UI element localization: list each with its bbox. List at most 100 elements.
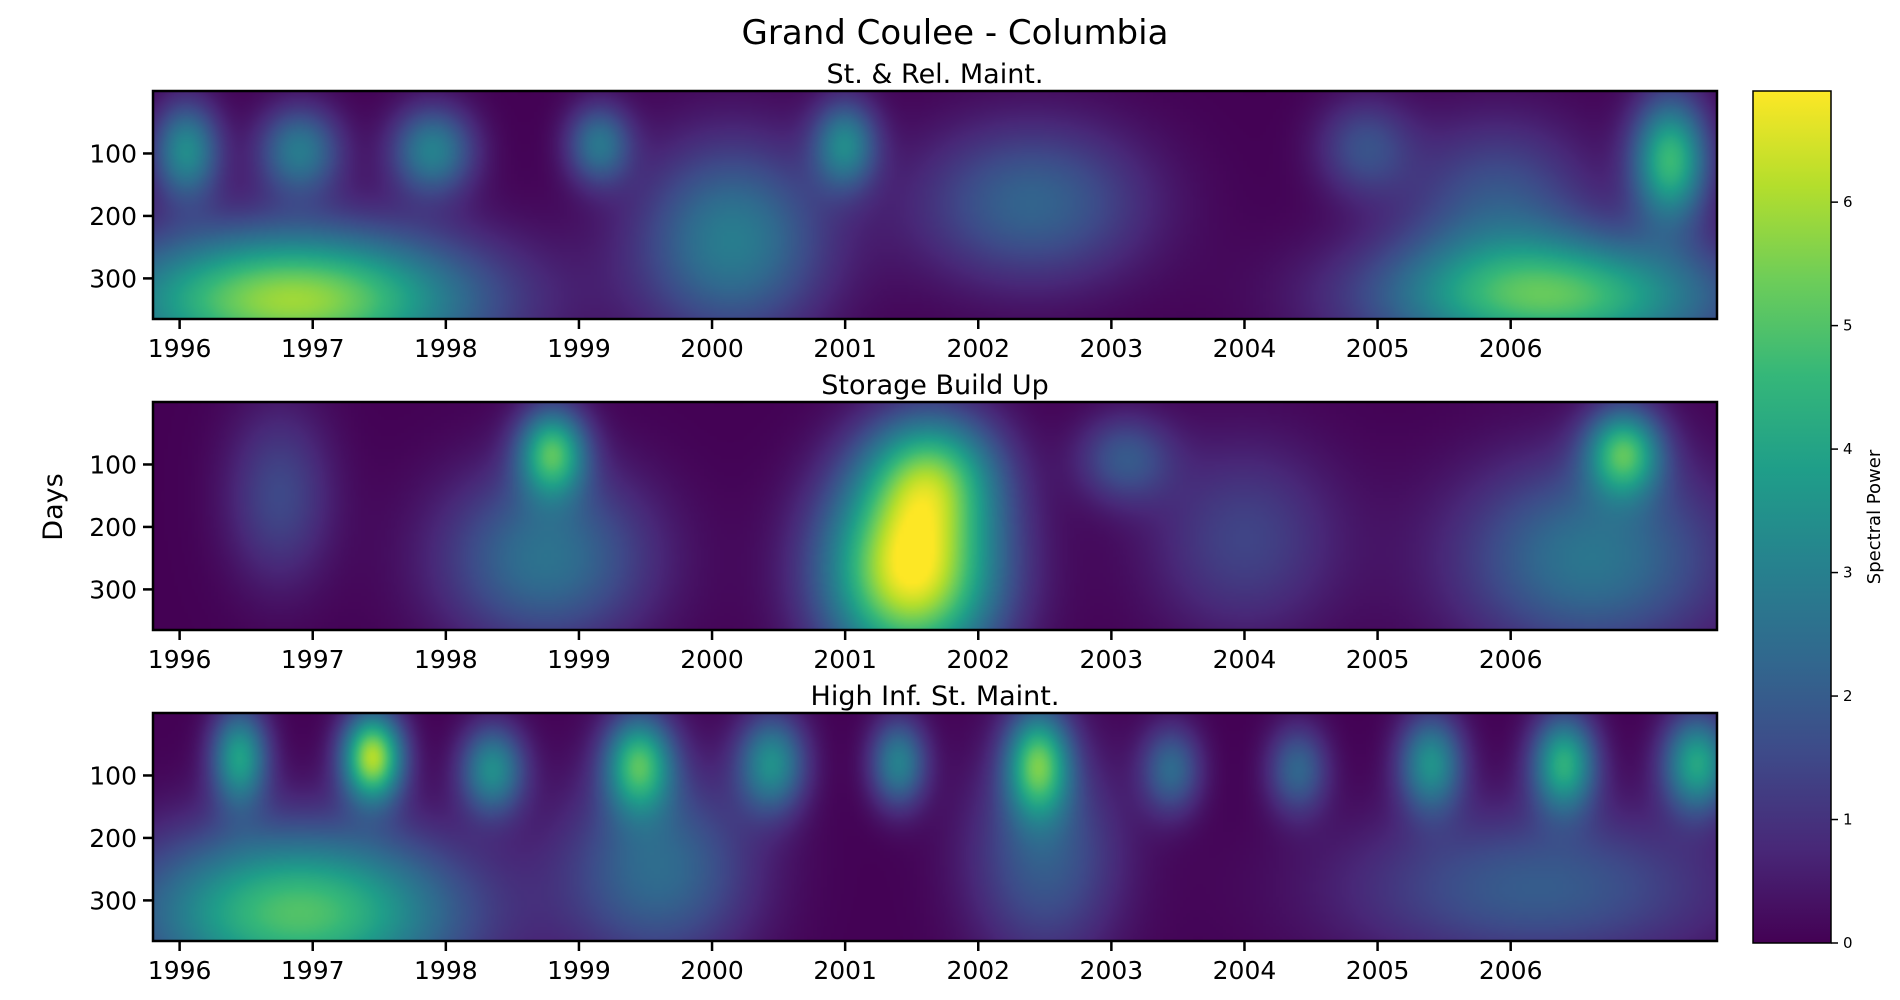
y-tick: 200 xyxy=(89,513,153,542)
x-tick-label: 2005 xyxy=(1346,334,1410,363)
x-tick-label: 1999 xyxy=(547,956,611,985)
y-tick: 200 xyxy=(89,202,153,231)
x-tick: 2005 xyxy=(1346,630,1410,674)
x-tick: 1999 xyxy=(547,941,611,985)
x-tick: 1999 xyxy=(547,630,611,674)
x-tick-label: 2001 xyxy=(813,334,877,363)
x-tick: 2005 xyxy=(1346,941,1410,985)
x-tick-label: 2006 xyxy=(1479,334,1543,363)
x-tick: 2005 xyxy=(1346,319,1410,363)
x-tick: 2002 xyxy=(946,630,1010,674)
colorbar-tick-label: 4 xyxy=(1843,440,1853,458)
colorbar-tick: 4 xyxy=(1831,440,1853,458)
x-tick: 1996 xyxy=(148,630,212,674)
x-tick-label: 1996 xyxy=(148,645,212,674)
x-tick-label: 1997 xyxy=(281,956,345,985)
y-tick: 100 xyxy=(89,450,153,479)
panels: St. & Rel. Maint. 1996 1997 1998 1999 2000 200… xyxy=(89,59,1719,985)
x-tick: 2000 xyxy=(680,319,744,363)
colorbar: 0 1 2 3 4 5 6 Spectral Power xyxy=(1752,90,1885,952)
y-tick-label: 100 xyxy=(89,761,137,790)
x-tick-label: 2006 xyxy=(1479,956,1543,985)
x-tick: 1996 xyxy=(148,319,212,363)
colorbar-frame xyxy=(1752,90,1832,944)
heatmap-image xyxy=(153,91,1717,319)
y-tick-label: 200 xyxy=(89,202,137,231)
colorbar-tick: 6 xyxy=(1831,193,1853,211)
x-tick-label: 2005 xyxy=(1346,645,1410,674)
colorbar-tick-label: 1 xyxy=(1843,811,1853,829)
y-tick-label: 100 xyxy=(89,139,137,168)
x-tick-label: 1997 xyxy=(281,645,345,674)
x-tick-label: 1997 xyxy=(281,334,345,363)
x-tick: 2000 xyxy=(680,630,744,674)
colorbar-tick: 1 xyxy=(1831,811,1853,829)
y-tick-label: 300 xyxy=(89,886,137,915)
y-tick-label: 300 xyxy=(89,575,137,604)
x-tick: 1996 xyxy=(148,941,212,985)
x-tick-label: 1998 xyxy=(414,956,478,985)
panel-3: High Inf. St. Maint. 1996 1997 1998 1999 2000… xyxy=(89,681,1719,985)
x-tick-label: 2004 xyxy=(1213,645,1277,674)
colorbar-gradient xyxy=(1753,91,1831,943)
x-tick-label: 1998 xyxy=(414,645,478,674)
x-tick: 1999 xyxy=(547,319,611,363)
y-tick: 100 xyxy=(89,761,153,790)
x-tick: 2004 xyxy=(1213,941,1277,985)
x-tick-label: 2002 xyxy=(946,645,1010,674)
x-tick-label: 2000 xyxy=(680,956,744,985)
x-tick: 2006 xyxy=(1479,630,1542,674)
x-tick: 1998 xyxy=(414,319,478,363)
x-tick: 2006 xyxy=(1479,941,1543,985)
y-tick: 100 xyxy=(89,139,153,168)
x-tick-label: 2004 xyxy=(1213,334,1277,363)
x-tick-label: 2003 xyxy=(1080,334,1144,363)
x-tick-label: 2003 xyxy=(1080,645,1144,674)
heatmap-image xyxy=(153,713,1717,941)
panel-1: St. & Rel. Maint. 1996 1997 1998 1999 2000 200… xyxy=(89,59,1719,363)
colorbar-tick: 5 xyxy=(1831,317,1853,335)
x-tick: 1998 xyxy=(414,630,478,674)
heatmap-image xyxy=(153,402,1717,630)
x-tick: 1997 xyxy=(281,319,345,363)
plot-frame xyxy=(151,89,1719,321)
x-tick-label: 1999 xyxy=(547,645,611,674)
x-tick-label: 1996 xyxy=(148,956,212,985)
x-tick-label: 2004 xyxy=(1213,956,1277,985)
colorbar-tick: 3 xyxy=(1831,564,1853,582)
x-tick-label: 2005 xyxy=(1346,956,1410,985)
panel-title: St. & Rel. Maint. xyxy=(827,59,1044,90)
colorbar-tick: 0 xyxy=(1831,934,1853,952)
x-tick: 2000 xyxy=(680,941,744,985)
x-tick-label: 2000 xyxy=(680,645,744,674)
x-tick: 2001 xyxy=(813,941,877,985)
y-tick-label: 100 xyxy=(89,450,137,479)
x-tick: 2002 xyxy=(946,941,1010,985)
colorbar-tick-label: 0 xyxy=(1843,934,1853,952)
x-tick: 1997 xyxy=(281,941,345,985)
x-tick: 2003 xyxy=(1080,941,1143,985)
y-tick-label: 200 xyxy=(89,513,137,542)
panel-title: Storage Build Up xyxy=(821,370,1048,401)
colorbar-tick-label: 3 xyxy=(1843,564,1853,582)
colorbar-label: Spectral Power xyxy=(1864,449,1885,584)
x-tick: 2002 xyxy=(946,319,1010,363)
y-tick-label: 300 xyxy=(89,264,137,293)
y-tick: 300 xyxy=(89,886,153,915)
x-tick: 2004 xyxy=(1213,630,1277,674)
x-tick-label: 1996 xyxy=(148,334,212,363)
y-tick: 300 xyxy=(89,264,153,293)
x-tick-label: 2000 xyxy=(680,334,744,363)
x-tick: 2004 xyxy=(1213,319,1277,363)
figure-title: Grand Coulee - Columbia xyxy=(742,13,1169,53)
x-tick-label: 2002 xyxy=(946,956,1010,985)
x-tick: 2003 xyxy=(1080,319,1144,363)
plot-frame xyxy=(151,711,1719,943)
y-tick-label: 200 xyxy=(89,824,137,853)
colorbar-tick-label: 5 xyxy=(1843,317,1853,335)
x-tick: 1997 xyxy=(281,630,345,674)
x-tick: 2003 xyxy=(1080,630,1144,674)
x-tick: 2006 xyxy=(1479,319,1543,363)
